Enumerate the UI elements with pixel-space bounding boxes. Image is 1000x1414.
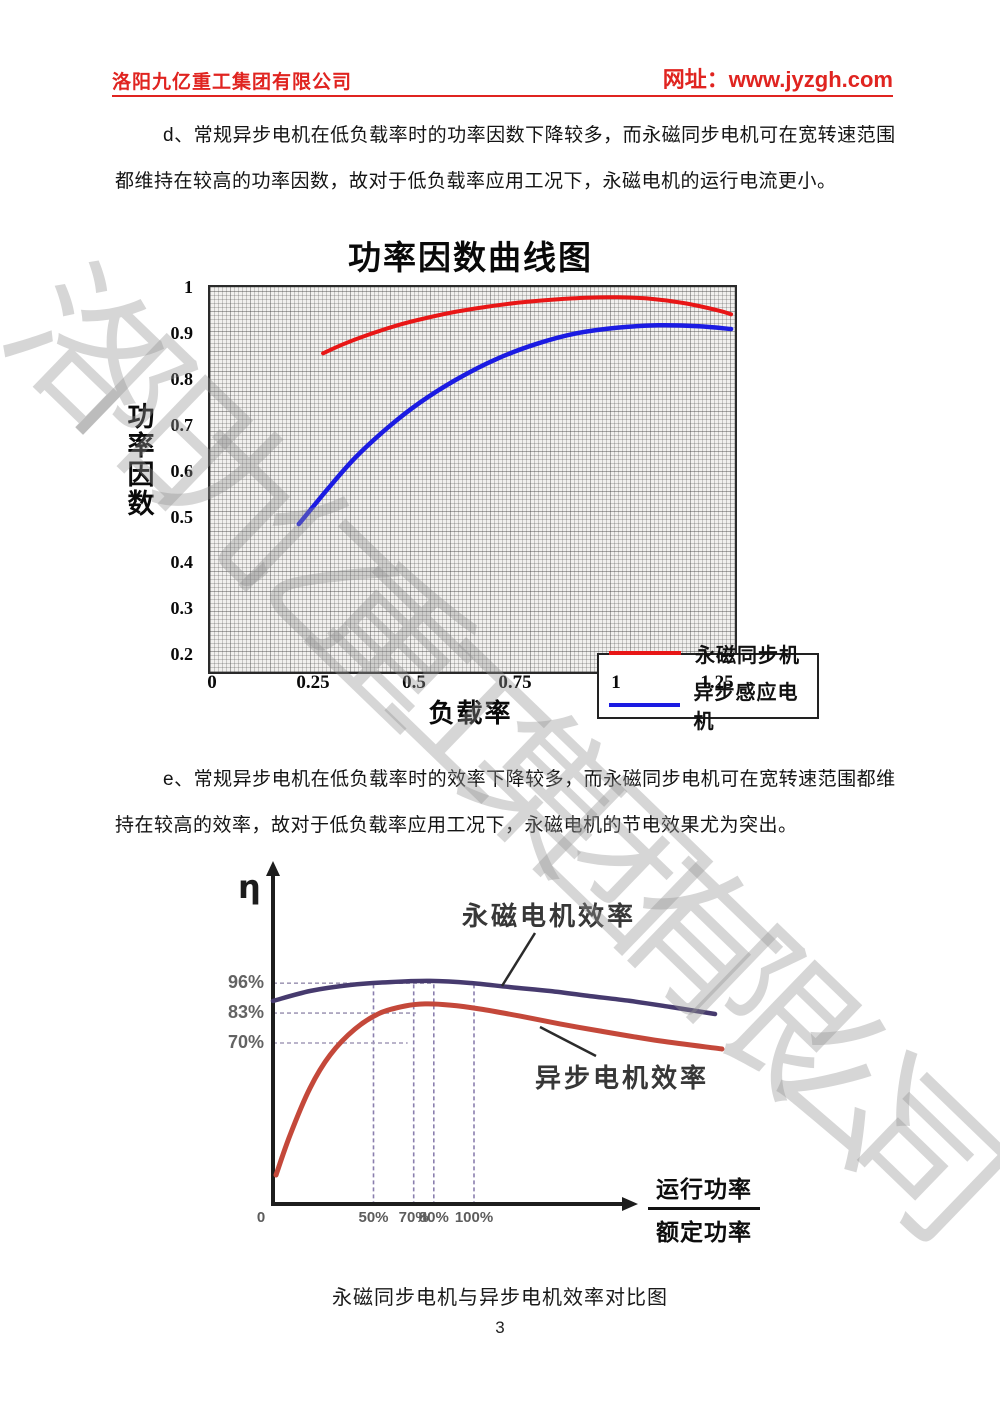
chart1-plot-area: 永磁同步机 异步感应电机 <box>208 285 819 733</box>
y-tick: 0.2 <box>170 644 194 665</box>
x-tick: 0.75 <box>498 672 532 693</box>
curve-永磁电机效率 <box>270 978 718 1017</box>
label-pm-motor-efficiency: 永磁电机效率 <box>462 901 637 931</box>
y-tick: 0.6 <box>170 460 194 481</box>
paragraph-e: e、常规异步电机在低负载率时的效率下降较多，而永磁同步电机可在宽转速范围都维持在… <box>115 769 896 836</box>
pointer-line-async <box>539 1025 597 1058</box>
legend-line-blue <box>609 702 680 707</box>
x-tick-label: 0 <box>256 1209 266 1226</box>
y-tick: 0.9 <box>170 322 194 343</box>
curve-异步电机效率 <box>273 1001 725 1178</box>
page-header: 洛阳九亿重工集团有限公司 网址：www.jyzgh.com <box>112 62 893 94</box>
x-tick: 0 <box>207 672 217 693</box>
company-name: 洛阳九亿重工集团有限公司 <box>112 72 353 93</box>
x-tick-label: 100% <box>454 1209 494 1226</box>
x-tick-label: 50% <box>358 1209 389 1226</box>
chart1-x-axis-label: 负载率 <box>428 698 513 728</box>
power-factor-chart: 功率因数曲线图 功率因数 永磁同步机 异步感应电机 1 0.9 0.8 0.7 0.6 0… <box>115 225 895 740</box>
legend-row: 永磁同步机 <box>609 639 817 668</box>
chart1-y-axis-label: 功率因数 <box>127 402 155 519</box>
chart1-title: 功率因数曲线图 <box>348 239 593 276</box>
y-tick: 1 <box>184 277 193 297</box>
chart2-y-axis-label: η <box>238 868 261 906</box>
y-axis-arrow <box>266 861 280 876</box>
y-guide-label: 70% <box>227 1032 264 1052</box>
y-tick: 0.7 <box>170 414 194 435</box>
paragraph-d: d、常规异步电机在低负载率时的功率因数下降较多，而永磁同步电机可在宽转速范围都维… <box>115 125 896 192</box>
page-number: 3 <box>495 1318 505 1337</box>
legend-row: 异步感应电机 <box>609 676 817 734</box>
header-rule <box>112 95 893 97</box>
x-tick: 0.25 <box>296 672 330 693</box>
x-tick: 1 <box>611 672 621 693</box>
y-tick: 0.5 <box>170 506 194 527</box>
y-tick: 0.8 <box>170 368 194 389</box>
chart1-curves <box>296 295 734 527</box>
x-tick: 1.25 <box>700 672 734 693</box>
curve-永磁同步机 <box>321 295 734 356</box>
pointer-line-pm <box>500 932 537 987</box>
y-tick: 0.3 <box>170 598 194 619</box>
chart1-legend: 永磁同步机 异步感应电机 <box>597 645 819 733</box>
chart2-canvas <box>266 861 725 1211</box>
curve-异步感应电机 <box>296 323 734 527</box>
x-axis-arrow <box>622 1197 638 1211</box>
fraction-numerator: 运行功率 <box>648 1170 760 1210</box>
y-tick: 0.4 <box>170 552 194 573</box>
y-guide-label: 96% <box>227 972 264 993</box>
x-tick-label: 70% <box>398 1209 429 1226</box>
legend-line-red <box>609 651 681 655</box>
label-async-motor-efficiency: 异步电机效率 <box>535 1063 710 1093</box>
efficiency-chart: η 96% 83% 70% 0 50% 70% 80% 100% 永磁电机效率 异步电机效率… <box>140 860 860 1260</box>
website-url[interactable]: 网址：www.jyzgh.com <box>662 67 893 92</box>
legend-label: 永磁同步机 <box>695 644 800 667</box>
fraction-denominator: 额定功率 <box>656 1219 752 1245</box>
figure-caption: 永磁同步电机与异步电机效率对比图 <box>332 1287 668 1309</box>
legend-label: 异步感应电机 <box>693 681 799 733</box>
x-tick-label: 80% <box>418 1209 449 1226</box>
y-guide-label: 83% <box>227 1002 264 1023</box>
x-tick: 0.5 <box>402 672 426 693</box>
x-axis-fraction-label: 运行功率 额定功率 <box>648 1170 760 1247</box>
